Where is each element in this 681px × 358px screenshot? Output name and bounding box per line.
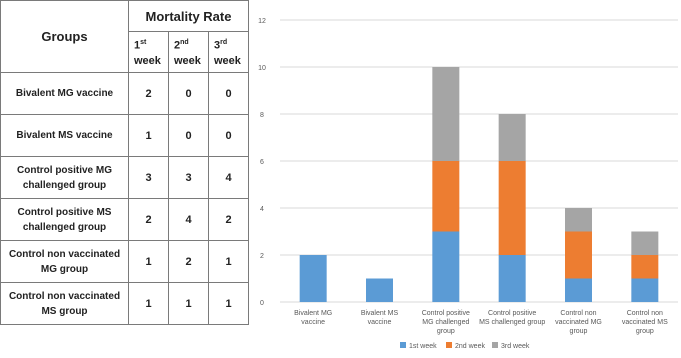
- x-category-label: Control positive: [422, 310, 470, 317]
- bar-segment-1: [366, 278, 393, 302]
- week-1-value: 1: [128, 114, 169, 157]
- mortality-table-container: Groups Mortality Rate 1st week 2nd week …: [0, 0, 250, 353]
- table-row: Bivalent MG vaccine 2 0 0: [0, 72, 250, 115]
- group-name: Bivalent MG vaccine: [0, 72, 129, 115]
- y-tick-label: 12: [258, 18, 266, 25]
- x-category-label: vaccine: [301, 319, 325, 326]
- week-1-suffix: st: [140, 39, 147, 47]
- week-2-header: 2nd week: [168, 31, 209, 73]
- table-row: Control positive MS challenged group 2 4…: [0, 198, 250, 241]
- legend-swatch-1: [400, 342, 406, 348]
- week-3-value: 1: [207, 282, 250, 325]
- week-2-value: 0: [168, 72, 209, 115]
- week-2-value: 3: [168, 156, 209, 199]
- week-2-value: 4: [168, 198, 209, 241]
- group-name: Control non vaccinated MG group: [0, 240, 129, 283]
- week-1-value: 2: [128, 198, 169, 241]
- stacked-bar-chart: 0 2 4 6 8 10 12 Bivalent MG vaccine Bivalent MS va…: [258, 18, 678, 350]
- y-tick-label: 10: [258, 65, 266, 72]
- y-tick-label: 4: [260, 206, 264, 213]
- week-1-value: 1: [128, 240, 169, 283]
- bar-segment-1: [498, 255, 526, 302]
- bar-segment-2: [498, 161, 526, 255]
- week-2-word: week: [174, 54, 201, 67]
- bar-segment-2: [432, 161, 460, 232]
- x-category-label: Bivalent MG: [294, 310, 332, 317]
- week-3-number: 3: [214, 39, 221, 52]
- y-tick-label: 0: [260, 300, 264, 307]
- x-category-label: Bivalent MS: [361, 310, 399, 317]
- table-row: Control positive MG challenged group 3 3…: [0, 156, 250, 199]
- week-1-value: 2: [128, 72, 169, 115]
- week-1-value: 1: [128, 282, 169, 325]
- week-2-suffix: nd: [180, 39, 189, 47]
- week-2-value: 0: [168, 114, 209, 157]
- week-3-value: 4: [207, 156, 250, 199]
- week-2-value: 1: [168, 282, 209, 325]
- y-tick-label: 8: [260, 112, 264, 119]
- bar-segment-1: [565, 278, 592, 302]
- table-row: Control non vaccinated MG group 1 2 1: [0, 240, 250, 283]
- legend-swatch-3: [492, 342, 498, 348]
- y-tick-label: 2: [260, 253, 264, 260]
- x-category-label: vaccinated MS: [622, 319, 668, 326]
- x-category-label: vaccine: [368, 319, 392, 326]
- week-3-suffix: rd: [220, 39, 228, 47]
- bar-segment-2: [565, 231, 592, 279]
- table-row: Bivalent MS vaccine 1 0 0: [0, 114, 250, 157]
- week-2-number: 2: [174, 39, 181, 52]
- x-category-label: MS challenged group: [479, 319, 545, 326]
- y-tick-label: 6: [260, 159, 264, 166]
- bar-segment-2: [631, 255, 659, 279]
- x-category-label: Control positive: [488, 310, 536, 317]
- mortality-rate-header: Mortality Rate: [127, 0, 250, 32]
- week-3-header: 3rd week: [207, 31, 250, 73]
- week-3-value: 2: [207, 198, 250, 241]
- group-name: Bivalent MS vaccine: [0, 114, 129, 157]
- bar-segment-1: [432, 231, 460, 302]
- week-1-value: 3: [128, 156, 169, 199]
- x-category-label: group: [570, 328, 588, 335]
- week-2-value: 2: [168, 240, 209, 283]
- legend-label-3: 3rd week: [501, 343, 530, 350]
- bar-segment-1: [631, 278, 659, 302]
- legend-label-2: 2nd week: [455, 343, 485, 350]
- legend-swatch-2: [446, 342, 452, 348]
- legend-label-1: 1st week: [409, 343, 437, 350]
- week-1-header: 1st week: [128, 31, 169, 73]
- group-name: Control non vaccinated MS group: [0, 282, 129, 325]
- x-category-label: group: [636, 328, 654, 335]
- bar-segment-3: [631, 231, 659, 255]
- x-category-label: Control non: [560, 310, 596, 317]
- week-1-number: 1: [134, 39, 141, 52]
- week-1-word: week: [134, 54, 161, 67]
- table-row: Control non vaccinated MS group 1 1 1: [0, 282, 250, 325]
- week-3-value: 1: [207, 240, 250, 283]
- x-category-label: group: [437, 328, 455, 335]
- week-3-value: 0: [207, 114, 250, 157]
- bar-segment-1: [299, 255, 327, 302]
- week-3-value: 0: [207, 72, 250, 115]
- bar-segment-3: [498, 114, 526, 161]
- bar-segment-3: [565, 208, 592, 232]
- week-3-word: week: [214, 54, 241, 67]
- group-name: Control positive MS challenged group: [0, 198, 129, 241]
- x-category-label: MG challenged: [422, 319, 469, 326]
- group-name: Control positive MG challenged group: [0, 156, 129, 199]
- x-category-label: Control non: [627, 310, 663, 317]
- x-category-label: vaccinated MG: [555, 319, 602, 326]
- groups-header: Groups: [0, 0, 129, 73]
- bar-segment-3: [432, 67, 460, 161]
- mortality-table: Groups Mortality Rate 1st week 2nd week …: [0, 0, 250, 325]
- mortality-chart-container: 0 2 4 6 8 10 12 Bivalent MG vaccine Bivalent MS va…: [248, 0, 681, 353]
